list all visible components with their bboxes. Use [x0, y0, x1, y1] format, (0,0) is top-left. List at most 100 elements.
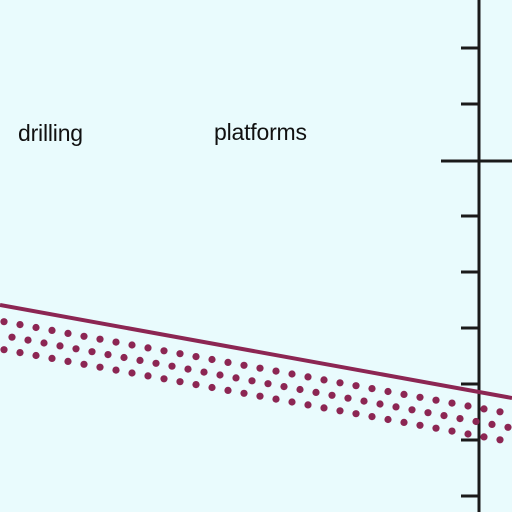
- sediment-dot: [448, 400, 455, 407]
- sediment-dot: [184, 366, 191, 373]
- sediment-dot: [400, 419, 407, 426]
- sediment-dot: [232, 374, 239, 381]
- sediment-dot: [0, 318, 7, 325]
- sediment-dot: [48, 327, 55, 334]
- sediment-dot: [16, 321, 23, 328]
- sediment-dot: [160, 347, 167, 354]
- sediment-dot: [96, 364, 103, 371]
- sediment-dot: [288, 370, 295, 377]
- sediment-dot: [112, 339, 119, 346]
- sediment-dot: [240, 362, 247, 369]
- sediment-dot: [168, 363, 175, 370]
- sediment-dot: [424, 409, 431, 416]
- sediment-dot: [128, 341, 135, 348]
- sediment-dot: [256, 365, 263, 372]
- sediment-dot: [360, 398, 367, 405]
- sediment-dot: [264, 380, 271, 387]
- sediment-dot: [200, 369, 207, 376]
- sediment-dot: [0, 346, 7, 353]
- sediment-dot: [384, 388, 391, 395]
- sediment-dot: [96, 336, 103, 343]
- sediment-dot: [400, 391, 407, 398]
- sediment-dot: [416, 394, 423, 401]
- sediment-dot: [64, 330, 71, 337]
- sediment-dot: [160, 375, 167, 382]
- sediment-dot: [144, 344, 151, 351]
- sediment-dot: [192, 353, 199, 360]
- sediment-dot: [56, 342, 63, 349]
- sediment-dot: [72, 345, 79, 352]
- sediment-dot: [80, 333, 87, 340]
- sediment-dot: [104, 351, 111, 358]
- sediment-dot: [136, 357, 143, 364]
- sediment-dot: [496, 436, 503, 443]
- sediment-dot: [352, 410, 359, 417]
- sediment-dot: [368, 413, 375, 420]
- sediment-dot: [16, 349, 23, 356]
- sediment-dot: [88, 348, 95, 355]
- sediment-dot: [352, 382, 359, 389]
- sediment-dot: [144, 372, 151, 379]
- sediment-dot: [312, 389, 319, 396]
- sediment-dot: [296, 386, 303, 393]
- sediment-dot: [120, 354, 127, 361]
- sediment-dot: [368, 385, 375, 392]
- sediment-dot: [304, 373, 311, 380]
- sediment-dot: [392, 403, 399, 410]
- label-drilling: drilling: [18, 120, 83, 147]
- sediment-dot: [448, 428, 455, 435]
- sediment-dot: [336, 379, 343, 386]
- sediment-dot: [504, 424, 511, 431]
- sediment-dot: [472, 418, 479, 425]
- sediment-dot: [224, 359, 231, 366]
- sediment-dot: [216, 371, 223, 378]
- sediment-dot: [48, 355, 55, 362]
- sediment-dot: [152, 360, 159, 367]
- sediment-dot: [208, 384, 215, 391]
- sediment-dot: [248, 377, 255, 384]
- sediment-dot: [344, 395, 351, 402]
- sediment-dot: [408, 406, 415, 413]
- sediment-dot: [256, 393, 263, 400]
- label-platforms: platforms: [214, 119, 307, 146]
- sediment-dot: [64, 358, 71, 365]
- sediment-dot: [496, 408, 503, 415]
- sediment-dot: [192, 381, 199, 388]
- sediment-dot: [24, 337, 31, 344]
- sediment-dot: [80, 361, 87, 368]
- sediment-dot: [32, 352, 39, 359]
- sediment-dot: [328, 392, 335, 399]
- sediment-dot: [304, 401, 311, 408]
- sediment-dot: [416, 422, 423, 429]
- sediment-dot: [480, 433, 487, 440]
- sediment-dot: [240, 390, 247, 397]
- sediment-dot: [336, 407, 343, 414]
- sediment-dot: [320, 404, 327, 411]
- sediment-dot: [40, 339, 47, 346]
- sediment-dot: [8, 334, 15, 341]
- sediment-dot: [432, 397, 439, 404]
- sediment-dot: [208, 356, 215, 363]
- sediment-dot: [112, 367, 119, 374]
- sediment-dot: [464, 402, 471, 409]
- sediment-dot: [320, 376, 327, 383]
- sediment-dot: [384, 416, 391, 423]
- sediment-dot: [280, 383, 287, 390]
- sediment-dot: [272, 368, 279, 375]
- sediment-dot: [32, 324, 39, 331]
- sediment-dot: [176, 378, 183, 385]
- sediment-dot: [272, 396, 279, 403]
- sediment-dot: [288, 398, 295, 405]
- sediment-dot: [464, 430, 471, 437]
- sediment-dot: [456, 415, 463, 422]
- sediment-dot: [432, 425, 439, 432]
- sediment-dot-pattern: [0, 318, 511, 443]
- sediment-dot: [176, 350, 183, 357]
- sediment-dot: [488, 421, 495, 428]
- sediment-dot: [440, 412, 447, 419]
- sediment-dot: [480, 405, 487, 412]
- sediment-dot: [128, 369, 135, 376]
- sediment-dot: [376, 400, 383, 407]
